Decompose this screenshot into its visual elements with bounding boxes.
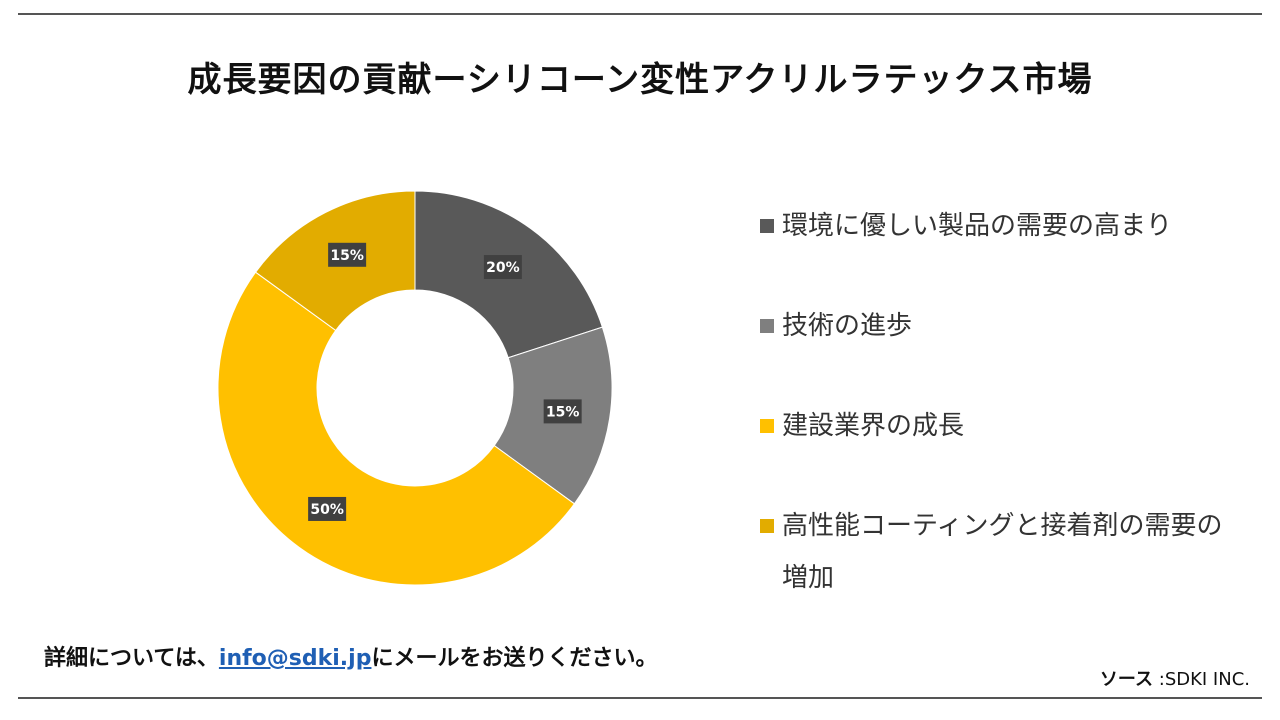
data-label-2: 15% xyxy=(543,399,582,424)
data-label-4: 15% xyxy=(328,242,367,267)
legend-label-2: 技術の進歩 xyxy=(782,311,913,341)
legend-item-2: 技術の進歩 xyxy=(760,300,1230,352)
legend-swatch-2 xyxy=(760,319,774,333)
data-label-1: 20% xyxy=(483,255,522,280)
data-label-text-3: 50% xyxy=(310,502,344,518)
bottom-rule xyxy=(18,697,1262,699)
legend-item-4: 高性能コーティングと接着剤の需要の増加 xyxy=(760,500,1230,604)
legend-label-4: 高性能コーティングと接着剤の需要の増加 xyxy=(782,511,1223,593)
contact-prefix: 詳細については、 xyxy=(44,646,219,671)
source-value: SDKI INC. xyxy=(1164,669,1250,690)
data-label-3: 50% xyxy=(308,496,347,521)
legend-swatch-4 xyxy=(760,519,774,533)
donut-chart: 20% 15% 50% 15% xyxy=(217,190,613,586)
data-label-box-4 xyxy=(328,242,367,267)
donut-slice-3 xyxy=(217,271,576,586)
email-link[interactable]: info@sdki.jp xyxy=(218,646,372,671)
legend-item-1: 環境に優しい製品の需要の高まり xyxy=(760,200,1230,252)
top-rule xyxy=(18,13,1262,15)
source-note: ソース :SDKI INC. xyxy=(1099,669,1250,690)
data-label-text-4: 15% xyxy=(330,248,364,264)
legend-item-3: 建設業界の成長 xyxy=(760,400,1230,452)
chart-title: 成長要因の貢献ーシリコーン変性アクリルラテックス市場 xyxy=(187,60,1093,100)
data-label-box-2 xyxy=(543,399,582,424)
source-label: ソース xyxy=(1099,669,1154,690)
contact-note: 詳細については、info@sdki.jpにメールをお送りください。 xyxy=(44,640,657,672)
legend-swatch-1 xyxy=(760,219,774,233)
data-label-text-1: 20% xyxy=(486,260,520,276)
legend-label-3: 建設業界の成長 xyxy=(782,411,965,441)
data-label-text-2: 15% xyxy=(546,404,580,420)
legend-label-1: 環境に優しい製品の需要の高まり xyxy=(782,211,1173,241)
legend-swatch-3 xyxy=(760,419,774,433)
contact-suffix: にメールをお送りください。 xyxy=(371,646,658,671)
data-label-box-1 xyxy=(483,255,522,280)
data-label-box-3 xyxy=(308,496,347,521)
